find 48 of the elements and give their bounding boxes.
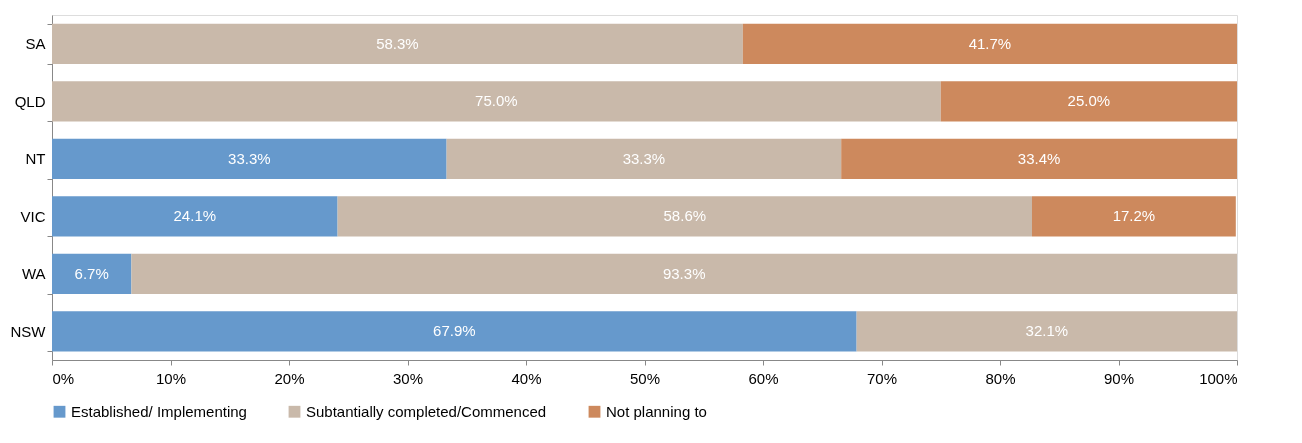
y-tick-label: SA [25,35,46,53]
x-tick-label: 70% [866,369,898,387]
data-label: 58.6% [663,207,707,225]
data-label: 17.2% [1112,207,1156,225]
bar [52,81,941,122]
y-tick-label: NT [25,150,46,168]
data-label: 33.4% [1017,149,1061,167]
y-tick-label: NSW [10,322,47,340]
data-label: 32.1% [1025,322,1069,340]
bar [131,253,1237,294]
data-label: 33.3% [622,149,666,167]
x-tick-label: 40% [511,369,542,387]
data-label: 41.7% [968,34,1012,52]
bar [742,23,1237,64]
bar [446,138,842,179]
data-label: 24.1% [173,207,217,225]
data-label: 25.0% [1067,92,1111,110]
x-tick-label: 30% [392,369,424,387]
x-tick-label: 50% [629,369,661,387]
bar [52,253,132,294]
x-tick-label: 80% [985,369,1016,387]
y-tick-label: VIC [20,207,46,225]
data-label: 67.9% [433,322,476,340]
data-label: 33.3% [228,149,271,167]
data-label: 6.7% [74,264,109,282]
bar [52,23,743,64]
bar [52,138,447,179]
bar [52,196,338,237]
bar [52,311,857,352]
x-tick-label: 20% [274,369,305,387]
legend-label: Not planning to [606,402,707,420]
legend-label: Subtantially completed/Commenced [306,402,547,420]
x-tick-label: 0% [52,369,75,387]
data-label: 93.3% [662,264,706,282]
bar [856,311,1237,352]
y-tick-label: QLD [14,92,46,110]
y-tick-label: WA [21,265,46,283]
bar [841,138,1237,179]
x-tick-label: 10% [155,369,187,387]
bar [337,196,1032,237]
x-tick-label: 100% [1199,369,1238,387]
data-label: 58.3% [376,34,419,52]
x-tick-label: 90% [1103,369,1135,387]
data-label: 75.0% [475,92,518,110]
legend-label: Established/ Implementing [71,402,247,420]
bar [1032,196,1236,237]
bar [940,81,1237,122]
x-tick-label: 60% [748,369,779,387]
